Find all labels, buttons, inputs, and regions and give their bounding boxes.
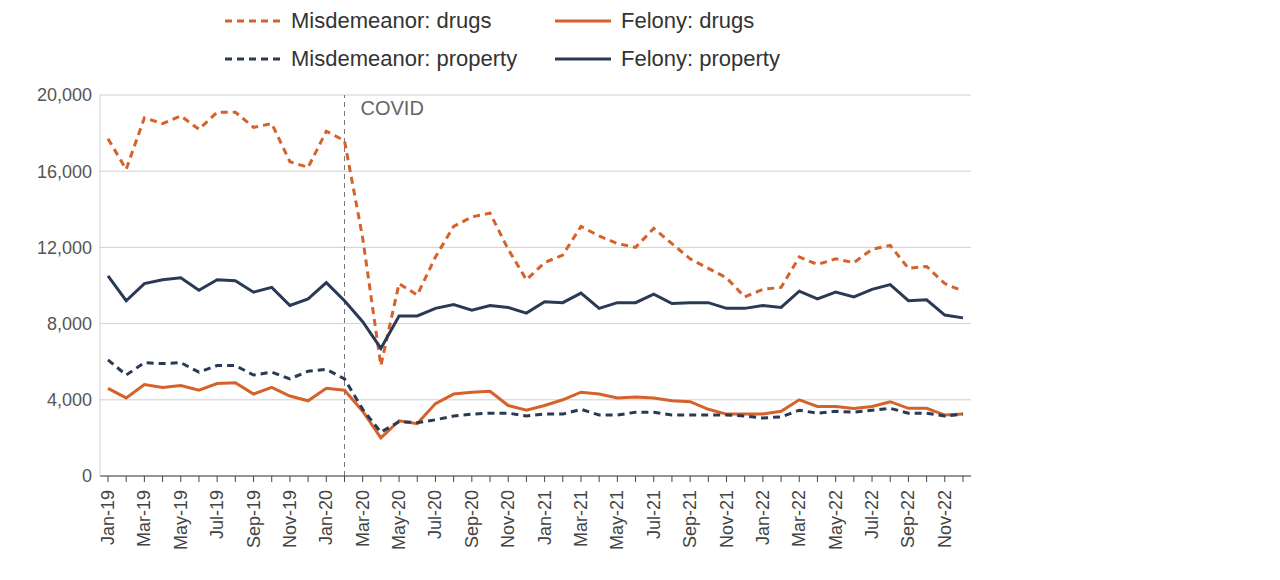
svg-text:Jan-21: Jan-21 xyxy=(535,490,555,545)
html-text:Felony: drugs: Felony: drugs xyxy=(621,8,755,33)
svg-text:Sep-20: Sep-20 xyxy=(462,490,482,548)
svg-text:4,000: 4,000 xyxy=(47,390,92,410)
svg-text:May-20: May-20 xyxy=(389,490,409,550)
svg-text:20,000: 20,000 xyxy=(37,85,92,105)
svg-text:Jan-22: Jan-22 xyxy=(753,490,773,545)
svg-text:Jul-22: Jul-22 xyxy=(862,490,882,539)
svg-text:Jul-19: Jul-19 xyxy=(207,490,227,539)
svg-text:Jan-19: Jan-19 xyxy=(98,490,118,545)
html-text:Misdemeanor: drugs: Misdemeanor: drugs xyxy=(291,8,492,33)
svg-text:16,000: 16,000 xyxy=(37,162,92,182)
svg-text:Nov-21: Nov-21 xyxy=(717,490,737,548)
svg-text:Mar-22: Mar-22 xyxy=(789,490,809,547)
svg-text:8,000: 8,000 xyxy=(47,314,92,334)
svg-text:Mar-21: Mar-21 xyxy=(571,490,591,547)
svg-text:COVID: COVID xyxy=(360,97,423,119)
svg-text:Mar-19: Mar-19 xyxy=(134,490,154,547)
svg-text:Sep-21: Sep-21 xyxy=(680,490,700,548)
svg-text:Jul-20: Jul-20 xyxy=(425,490,445,539)
svg-text:12,000: 12,000 xyxy=(37,238,92,258)
svg-text:Sep-19: Sep-19 xyxy=(244,490,264,548)
svg-text:May-19: May-19 xyxy=(171,490,191,550)
svg-text:0: 0 xyxy=(82,466,92,486)
svg-text:Mar-20: Mar-20 xyxy=(353,490,373,547)
svg-text:Nov-19: Nov-19 xyxy=(280,490,300,548)
svg-text:Jul-21: Jul-21 xyxy=(644,490,664,539)
svg-text:May-21: May-21 xyxy=(607,490,627,550)
html-text:Misdemeanor: property: Misdemeanor: property xyxy=(291,46,518,71)
svg-text:May-22: May-22 xyxy=(826,490,846,550)
svg-text:Nov-22: Nov-22 xyxy=(935,490,955,548)
html-text:Felony: property: Felony: property xyxy=(621,46,780,71)
svg-text:Jan-20: Jan-20 xyxy=(316,490,336,545)
svg-text:Nov-20: Nov-20 xyxy=(498,490,518,548)
svg-text:Sep-22: Sep-22 xyxy=(898,490,918,548)
